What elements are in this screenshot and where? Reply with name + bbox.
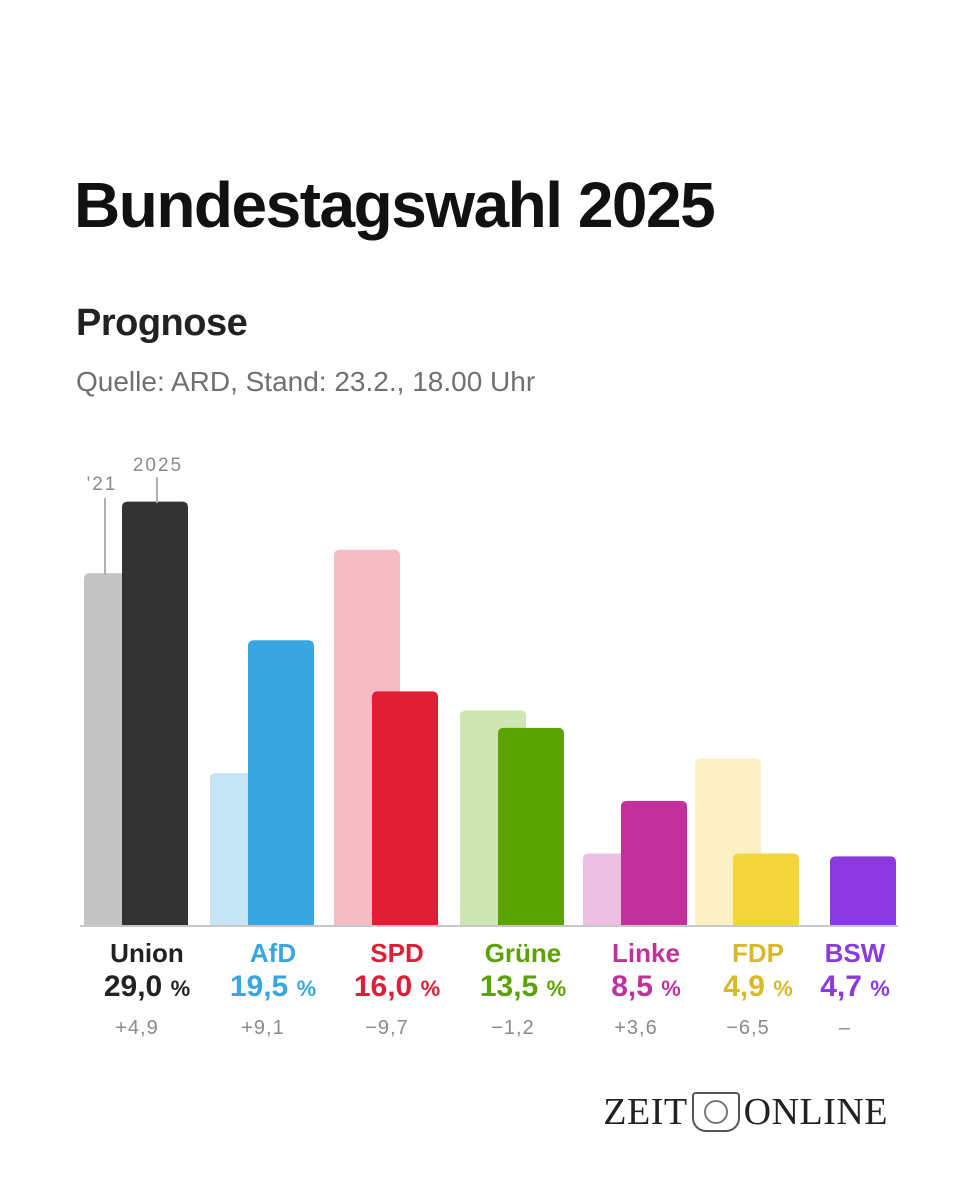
- chart-title: Bundestagswahl 2025: [74, 169, 716, 241]
- party-label-bsw: BSW: [825, 938, 886, 968]
- diff-label-union: +4,9: [115, 1017, 158, 1039]
- value-label-spd: 16,0 %: [354, 970, 440, 1003]
- percent-sign: %: [773, 976, 793, 1001]
- value-label-bsw: 4,7 %: [820, 970, 890, 1003]
- bar-2025-union: [122, 501, 188, 925]
- logo-text-online: ONLINE: [743, 1091, 888, 1133]
- value-label-union: 29,0 %: [104, 970, 190, 1003]
- crest-icon: [691, 1092, 740, 1132]
- value-label-afd: 19,5 %: [230, 970, 316, 1003]
- bar-2025-afd: [248, 640, 314, 925]
- party-label-linke: Linke: [612, 938, 680, 968]
- bar-2025-bsw: [830, 856, 896, 925]
- diff-label-bsw: –: [839, 1017, 851, 1039]
- diff-label-linke: +3,6: [614, 1017, 657, 1039]
- value-label-fdp: 4,9 %: [723, 970, 793, 1003]
- legend-label-2021: '21: [87, 474, 118, 495]
- percent-sign: %: [870, 976, 890, 1001]
- logo-text-zeit: ZEIT: [603, 1091, 688, 1133]
- zeit-online-logo[interactable]: ZEIT ONLINE: [603, 1090, 888, 1134]
- percent-sign: %: [661, 976, 681, 1001]
- chart-source: Quelle: ARD, Stand: 23.2., 18.00 Uhr: [76, 366, 536, 397]
- diff-label-grne: −1,2: [491, 1017, 534, 1039]
- legend-label-2025: 2025: [133, 455, 183, 476]
- diff-label-fdp: −6,5: [726, 1017, 769, 1039]
- party-label-union: Union: [110, 938, 184, 968]
- bar-2025-spd: [372, 691, 438, 925]
- percent-sign: %: [547, 976, 567, 1001]
- value-label-grne: 13,5 %: [480, 970, 566, 1003]
- party-label-spd: SPD: [370, 938, 423, 968]
- percent-sign: %: [297, 976, 317, 1001]
- chart-subtitle: Prognose: [76, 302, 248, 344]
- percent-sign: %: [171, 976, 191, 1001]
- bar-2025-grne: [498, 727, 564, 925]
- bar-2025-fdp: [733, 853, 799, 925]
- party-label-afd: AfD: [250, 938, 296, 968]
- party-label-fdp: FDP: [732, 938, 784, 968]
- bar-2025-linke: [621, 800, 687, 925]
- party-label-grne: Grüne: [485, 938, 562, 968]
- value-label-linke: 8,5 %: [611, 970, 681, 1003]
- diff-label-afd: +9,1: [241, 1017, 284, 1039]
- diff-label-spd: −9,7: [365, 1017, 408, 1039]
- percent-sign: %: [421, 976, 441, 1001]
